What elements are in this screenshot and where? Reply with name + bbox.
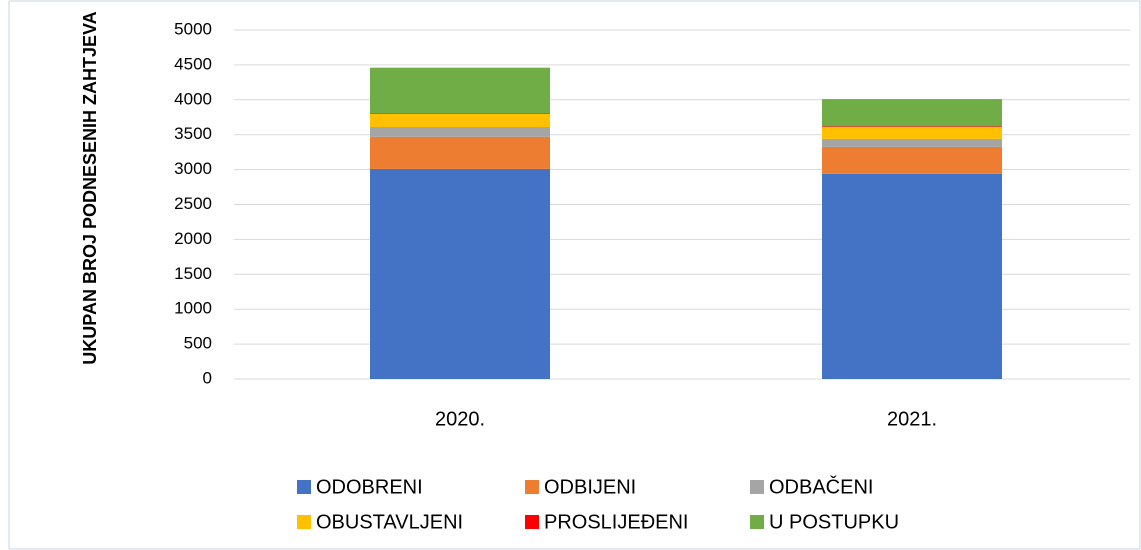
legend-label: OBUSTAVLJENI xyxy=(316,511,463,533)
legend-label: U POSTUPKU xyxy=(769,511,899,533)
y-tick-label: 2500 xyxy=(174,194,212,213)
x-tick-label: 2021. xyxy=(887,408,937,430)
x-tick-label: 2020. xyxy=(435,408,485,430)
legend-label: ODOBRENI xyxy=(316,476,423,498)
bar-segment xyxy=(822,126,1002,128)
y-tick-label: 3000 xyxy=(174,159,212,178)
y-tick-label: 500 xyxy=(184,334,212,353)
legend-label: PROSLIJEĐENI xyxy=(544,511,688,533)
bar-segment xyxy=(822,146,1002,174)
bar-segment xyxy=(822,99,1002,127)
y-axis-label: UKUPAN BROJ PODNESENIH ZAHTJEVA xyxy=(80,11,100,365)
y-tick-label: 3500 xyxy=(174,124,212,143)
bar-segment xyxy=(822,127,1002,139)
y-tick-label: 5000 xyxy=(174,19,212,38)
legend-swatch xyxy=(297,480,311,494)
legend-swatch xyxy=(525,515,539,529)
legend-swatch xyxy=(297,515,311,529)
legend-swatch xyxy=(525,480,539,494)
bar-segment xyxy=(822,173,1002,379)
y-tick-label: 4500 xyxy=(174,54,212,73)
bar-segment xyxy=(370,127,550,137)
legend-label: ODBIJENI xyxy=(544,476,636,498)
y-tick-label: 4000 xyxy=(174,89,212,108)
y-tick-label: 2000 xyxy=(174,229,212,248)
bar-segment xyxy=(370,67,550,114)
y-tick-label: 1000 xyxy=(174,299,212,318)
bar-segment xyxy=(370,168,550,379)
bar-segment xyxy=(370,113,550,128)
bar-segment xyxy=(370,136,550,169)
legend-swatch xyxy=(750,515,764,529)
bar-segment xyxy=(822,138,1002,147)
bar-segment xyxy=(370,113,550,114)
legend-swatch xyxy=(750,480,764,494)
y-tick-label: 0 xyxy=(203,368,212,387)
legend-label: ODBAČENI xyxy=(769,475,873,498)
y-tick-label: 1500 xyxy=(174,264,212,283)
